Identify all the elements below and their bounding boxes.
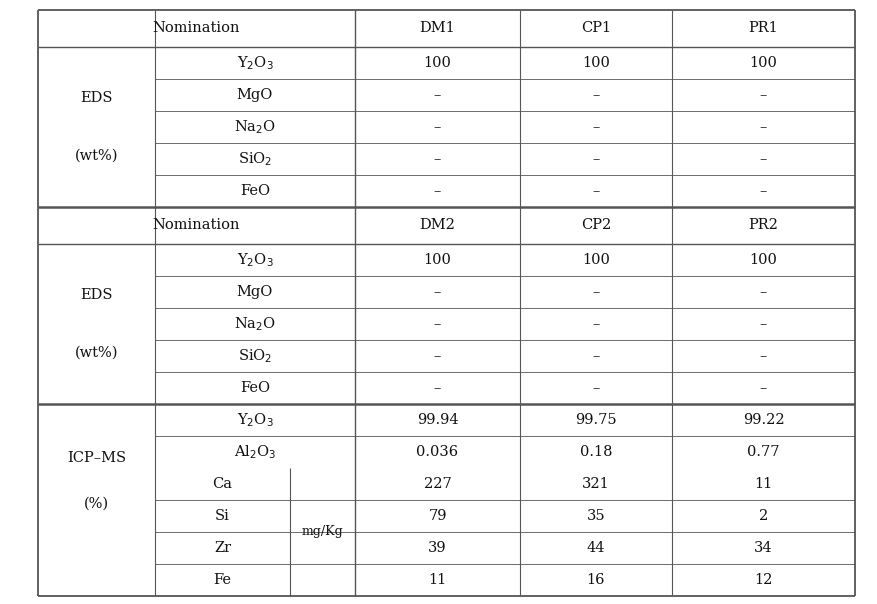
Text: –: – [592,349,600,363]
Text: DM1: DM1 [419,21,455,36]
Text: –: – [434,285,441,299]
Text: –: – [434,317,441,331]
Text: Na$_2$O: Na$_2$O [234,315,276,333]
Text: Si: Si [215,509,230,523]
Text: FeO: FeO [240,184,270,198]
Text: 321: 321 [582,477,610,491]
Text: –: – [592,184,600,198]
Text: Ca: Ca [212,477,232,491]
Text: 2: 2 [759,509,768,523]
Text: (%): (%) [84,496,109,511]
Text: Y$_2$O$_3$: Y$_2$O$_3$ [237,411,274,429]
Text: 0.18: 0.18 [580,445,612,459]
Text: –: – [592,285,600,299]
Text: –: – [759,381,767,395]
Text: 11: 11 [754,477,773,491]
Text: –: – [759,184,767,198]
Text: –: – [434,88,441,102]
Text: 44: 44 [587,541,605,555]
Text: –: – [592,381,600,395]
Text: –: – [759,285,767,299]
Text: 227: 227 [424,477,452,491]
Text: 0.036: 0.036 [417,445,459,459]
Text: –: – [592,317,600,331]
Text: 100: 100 [750,56,777,70]
Text: PR1: PR1 [749,21,779,36]
Text: mg/Kg: mg/Kg [302,525,344,538]
Text: 99.75: 99.75 [575,413,617,427]
Text: –: – [759,120,767,134]
Text: Y$_2$O$_3$: Y$_2$O$_3$ [237,54,274,72]
Text: FeO: FeO [240,381,270,395]
Text: MgO: MgO [237,88,274,102]
Text: EDS: EDS [81,288,113,302]
Text: SiO$_2$: SiO$_2$ [238,347,272,365]
Text: Al$_2$O$_3$: Al$_2$O$_3$ [234,443,276,461]
Text: SiO$_2$: SiO$_2$ [238,150,272,168]
Text: 99.22: 99.22 [743,413,784,427]
Text: CP1: CP1 [581,21,611,36]
Text: 34: 34 [754,541,773,555]
Text: 100: 100 [582,56,610,70]
Text: –: – [592,152,600,166]
Text: CP2: CP2 [581,219,611,233]
Text: Nomination: Nomination [153,21,240,36]
Text: EDS: EDS [81,91,113,105]
Text: –: – [759,88,767,102]
Text: –: – [592,120,600,134]
Text: 0.77: 0.77 [747,445,780,459]
Text: Nomination: Nomination [153,219,240,233]
Text: –: – [434,184,441,198]
Text: 100: 100 [424,56,452,70]
Text: 99.94: 99.94 [417,413,459,427]
Text: 12: 12 [754,573,773,587]
Text: 35: 35 [587,509,605,523]
Text: 39: 39 [428,541,446,555]
Text: DM2: DM2 [419,219,455,233]
Text: –: – [759,152,767,166]
Text: –: – [759,349,767,363]
Text: (wt%): (wt%) [75,345,118,359]
Text: –: – [434,349,441,363]
Text: 11: 11 [428,573,446,587]
Text: –: – [434,381,441,395]
Text: 100: 100 [582,252,610,267]
Text: 79: 79 [428,509,446,523]
Text: MgO: MgO [237,285,274,299]
Text: 16: 16 [587,573,605,587]
Text: 100: 100 [424,252,452,267]
Text: –: – [592,88,600,102]
Text: –: – [759,317,767,331]
Text: (wt%): (wt%) [75,149,118,162]
Text: Zr: Zr [214,541,231,555]
Text: PR2: PR2 [749,219,779,233]
Text: –: – [434,120,441,134]
Text: Y$_2$O$_3$: Y$_2$O$_3$ [237,251,274,269]
Text: ICP–MS: ICP–MS [67,451,126,464]
Text: 100: 100 [750,252,777,267]
Text: –: – [434,152,441,166]
Text: Fe: Fe [213,573,232,587]
Text: Na$_2$O: Na$_2$O [234,118,276,136]
